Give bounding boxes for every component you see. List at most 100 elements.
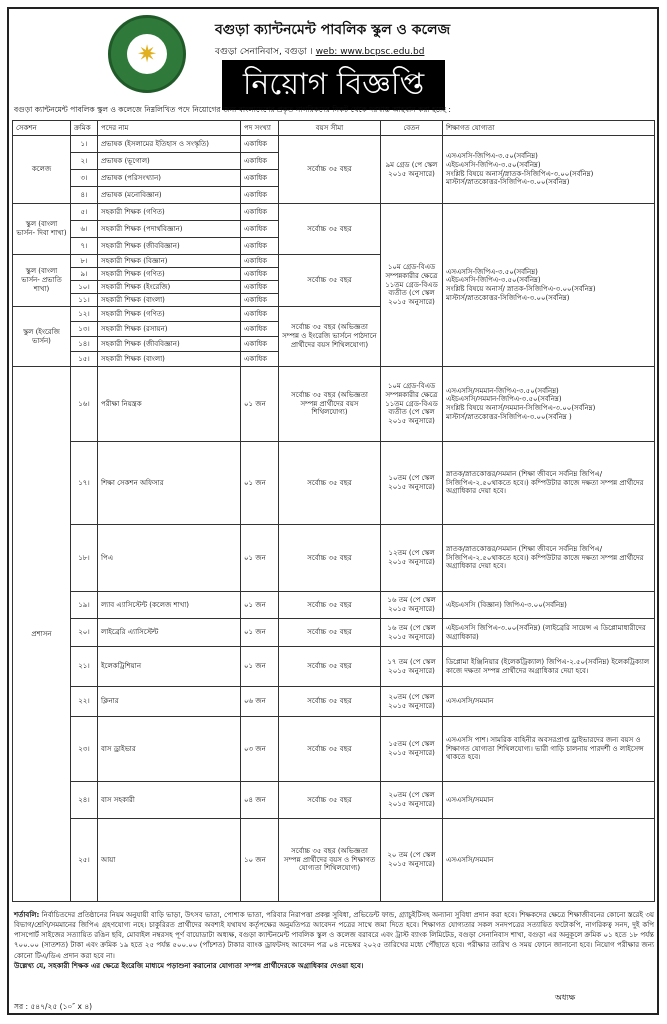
post-cell: প্রভাষক (পরিসংখ্যান): [97, 169, 241, 187]
qualification-cell: স্নাতক/স্নাতকোত্তর/সমমান (শিক্ষা জীবনে স…: [442, 524, 655, 592]
section-cell: স্কুল (বাংলা ভার্সন- দিবা শাখা): [12, 203, 71, 255]
post-cell: শিক্ষা সেকশন অফিসার: [97, 441, 241, 525]
qualification-line: এইচএসসি-জিপিএ-৩.৫০(সর্বনিম্ন): [446, 276, 541, 285]
qualification-line: মাস্টার্স/স্নাতকোত্তর-সিজিপিএ-৩.০০(সর্বন…: [446, 178, 570, 187]
notice-frame: [7, 7, 659, 1015]
table-row: ২১। ইলেকট্রিশিয়ান ০১ জন সর্বোচ্চ ৩৫ বছর ১৭ …: [13, 646, 655, 687]
age-cell: সর্বোচ্চ ৩৫ বছর: [278, 646, 381, 687]
section-cell: প্রশাসন: [12, 366, 71, 902]
website-link[interactable]: web: www.bcpsc.edu.bd: [315, 47, 425, 57]
serial-cell: ১।: [70, 135, 98, 153]
post-cell: প্রভাষক (মনোবিজ্ঞান): [97, 186, 241, 204]
serial-cell: ১৮।: [70, 524, 98, 592]
table-row: ২৩। বাস ড্রাইভার ০৩ জন সর্বোচ্চ ৩৫ বছর ১৫তম …: [13, 716, 655, 782]
qualification-cell: এসএসসি-জিপিএ-৩.৫০(সর্বনিম্ন) এইচএসসি-জিপি…: [442, 135, 655, 204]
count-cell: একাধিক: [240, 351, 279, 367]
qualification-line: এসএসসি-জিপিএ-৩.৫০(সর্বনিম্ন): [446, 152, 538, 160]
salary-cell: ১৭ তম (পে স্কেল ২০১৫ অনুসারে): [380, 646, 443, 687]
table-row: প্রশাসন ১৬। পরীক্ষা নিয়ন্ত্রক ০১ জন সর্বোচ্…: [12, 366, 655, 902]
table-row: ৭। সহকারী শিক্ষক (জীববিজ্ঞান) একাধিক: [13, 237, 655, 255]
count-cell: একাধিক: [240, 186, 279, 204]
col-age: বয়স সীমা: [278, 120, 381, 136]
salary-cell: ১৫তম (পে স্কেল ২০১৫ অনুসারে): [380, 716, 443, 782]
qualification-line: এইচএসসি-জিপিএ-৩.৫০(সর্বনিম্ন): [446, 160, 541, 169]
count-cell: একাধিক: [240, 306, 279, 322]
salary-cell: ৯ম গ্রেড (পে স্কেল ২০১৫ অনুসারে): [380, 135, 443, 204]
table-row: স্কুল (বাংলা ভার্সন- দিবা শাখা) ৫। সহকারী …: [12, 203, 655, 367]
count-cell: একাধিক: [240, 267, 279, 281]
table-row: ২০। লাইব্রেরি এ্যাসিস্টেন্ট ০১ জন সর্বোচ্চ …: [13, 618, 655, 647]
post-cell: সহকারী শিক্ষক (বাংলা): [97, 351, 241, 367]
signature: অধ্যক্ষ: [555, 993, 576, 1002]
table-row: স্কুল (বাংলা ভার্সন- প্রভাতি শাখা) ৮। সহকা…: [12, 254, 655, 307]
age-cell: সর্বোচ্চ ৩৫ বছর (অভিজ্ঞতা সম্পন্ন প্রার্…: [278, 366, 381, 442]
serial-cell: ৩।: [70, 169, 98, 187]
serial-cell: ২৪।: [70, 781, 98, 819]
col-salary: বেতন: [380, 120, 443, 136]
post-cell: লাইব্রেরি এ্যাসিস্টেন্ট: [97, 618, 241, 647]
notice-banner: নিয়োগ বিজ্ঞপ্তি: [222, 60, 445, 110]
section-cell: কলেজ: [12, 135, 71, 204]
header: বগুড়া ক্যান্টনমেন্ট পাবলিক স্কুল ও কলেজ…: [215, 18, 515, 59]
serial-cell: ২।: [70, 152, 98, 170]
count-cell: ০৬ জন: [240, 686, 279, 717]
count-cell: একাধিক: [240, 152, 279, 170]
serial-cell: ১২।: [70, 306, 98, 322]
intro-text: বগুড়া ক্যান্টনমেন্ট পাবলিক স্কুল ও কলেজ…: [14, 105, 451, 114]
table-row: কলেজ ১। প্রভাষক (ইসলামের ইতিহাস ও সংস্কৃতি…: [12, 135, 655, 204]
post-cell: বাস সহকারী: [97, 781, 241, 819]
serial-cell: ৪।: [70, 186, 98, 204]
age-cell: সর্বোচ্চ ৩৫ বছর: [278, 135, 381, 204]
qualification-cell: এইচএসসি (বিজ্ঞান) জিপিএ-৩.০০(সর্বনিম্ন): [442, 591, 655, 619]
table-row: ১০। সহকারী শিক্ষক (ইংরেজি) একাধিক: [13, 280, 655, 294]
serial-cell: ৬।: [70, 220, 98, 238]
age-cell: সর্বোচ্চ ৩৫ বছর (অভিজ্ঞতা সম্পন্ন প্রার্…: [278, 818, 381, 902]
col-count: পদ সংখ্যা: [240, 120, 279, 136]
school-logo: ✷: [108, 15, 186, 93]
post-cell: পরীক্ষা নিয়ন্ত্রক: [97, 366, 241, 442]
count-cell: একাধিক: [240, 321, 279, 337]
serial-cell: ৫।: [70, 203, 98, 221]
post-cell: সহকারী শিক্ষক (রসায়ন): [97, 321, 241, 337]
qualification-cell: এসএসসি/সমমান: [442, 818, 655, 902]
salary-cell: ২০ তম (পে স্কেল ২০১৫ অনুসারে): [380, 818, 443, 902]
qualification-cell: এইচএসসি জিপিএ-৩.০০(সর্বনিম্ন) (লাইব্রেরি…: [442, 618, 655, 647]
vacancy-table: সেকশন ক্রমিক পদের নাম পদ সংখ্যা বয়স সীম…: [12, 120, 655, 902]
qualification-line: এসএসসি/সমমান-জিপিএ-৩.৫০(সর্বনিম্ন): [446, 386, 559, 395]
salary-cell: ১২তম (পে স্কেল ২০১৫ অনুসারে): [380, 524, 443, 592]
serial-cell: ৯।: [70, 267, 98, 281]
qualification-line: মাস্টার্স/স্নাতকোত্তর-সিজিপিএ-৩.০০(সর্বন…: [446, 293, 570, 302]
post-cell: প্রভাষক (ইসলামের ইতিহাস ও সংস্কৃতি): [97, 135, 241, 153]
col-post: পদের নাম: [97, 120, 241, 136]
serial-cell: ১৩।: [70, 321, 98, 337]
table-row: ৯। সহকারী শিক্ষক (গণিত) একাধিক: [13, 267, 655, 281]
qualification-line: সংশ্লিষ্ট বিষয়ে অনার্স/স্নাতক-সিজিপিএ-৩…: [446, 169, 594, 178]
age-cell: সর্বোচ্চ ৩৫ বছর: [278, 203, 381, 255]
post-cell: সহকারী শিক্ষক (ইংরেজি): [97, 280, 241, 294]
salary-cell: ১৬ তম (পে স্কেল ২০১৫ অনুসারে): [380, 591, 443, 619]
post-cell: সহকারী শিক্ষক (বিজ্ঞান): [97, 254, 241, 268]
address: বগুড়া সেনানিবাস, বগুড়া ।: [215, 47, 313, 57]
post-cell: সহকারী শিক্ষক (জীববিজ্ঞান): [97, 336, 241, 352]
qualification-line: এসএসসি-জিপিএ-৩.৫০(সর্বনিম্ন): [446, 267, 538, 276]
terms-body: নির্বাচিতদের প্রতিষ্ঠানের নিয়ম অনুযায়ী…: [14, 911, 654, 960]
qualification-cell: এসএসসি পাশ। সামরিক বাহিনীর অবসরপ্রাপ্ত ড…: [442, 716, 655, 782]
table-row: ৪। প্রভাষক (মনোবিজ্ঞান) একাধিক: [13, 186, 655, 204]
post-cell: সহকারী শিক্ষক (গণিত): [97, 306, 241, 322]
post-cell: পিএ: [97, 524, 241, 592]
post-cell: সহকারী শিক্ষক (পদার্থবিজ্ঞান): [97, 220, 241, 238]
count-cell: একাধিক: [240, 254, 279, 268]
count-cell: ০৪ জন: [240, 781, 279, 819]
count-cell: একাধিক: [240, 220, 279, 238]
post-cell: সহকারী শিক্ষক (জীববিজ্ঞান): [97, 237, 241, 255]
count-cell: একাধিক: [240, 169, 279, 187]
serial-cell: ১৯।: [70, 591, 98, 619]
serial-cell: ১৭।: [70, 441, 98, 525]
qualification-cell: এসএসসি-জিপিএ-৩.৫০(সর্বনিম্ন) এইচএসসি-জিপি…: [442, 203, 655, 367]
age-cell: সর্বোচ্চ ৩৫ বছর: [278, 686, 381, 717]
qualification-cell: ডিপ্লোমা ইঞ্জিনিয়ার (ইলেকট্রিক্যাল) জিপ…: [442, 646, 655, 687]
qualification-line: মাস্টার্স/স্নাতকোত্তর-সিজিপিএ-৩.০০(সর্বন…: [446, 412, 572, 421]
serial-cell: ২১।: [70, 646, 98, 687]
qualification-line: সংশ্লিষ্ট বিষয়ে অনার্স/সমমান-সিজিপিএ-৩.…: [446, 404, 596, 412]
col-serial: ক্রমিক: [70, 120, 98, 136]
